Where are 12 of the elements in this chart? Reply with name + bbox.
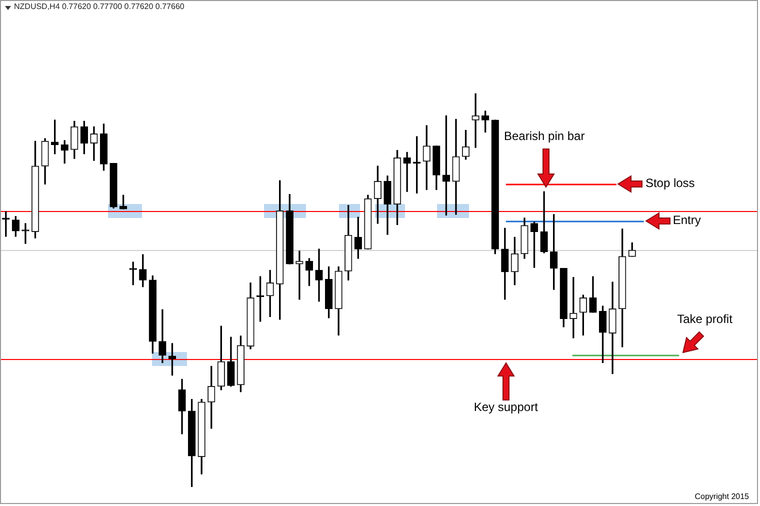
ref-line-label: Take profit bbox=[677, 312, 732, 326]
candlestick bbox=[22, 223, 30, 244]
candlestick bbox=[315, 248, 323, 302]
candlestick bbox=[403, 152, 411, 192]
ref-line-label: Stop loss bbox=[645, 176, 695, 190]
annotation: Key support bbox=[474, 400, 538, 414]
ref-line-label: Entry bbox=[672, 212, 701, 227]
candlestick bbox=[472, 93, 480, 148]
annotation: Bearish pin bar bbox=[504, 129, 585, 144]
candlestick bbox=[296, 250, 304, 300]
text: Copyright 2015 bbox=[694, 492, 749, 501]
chart-title: NZDUSD,H4 0.77620 0.77700 0.77620 0.77660 bbox=[14, 2, 184, 11]
